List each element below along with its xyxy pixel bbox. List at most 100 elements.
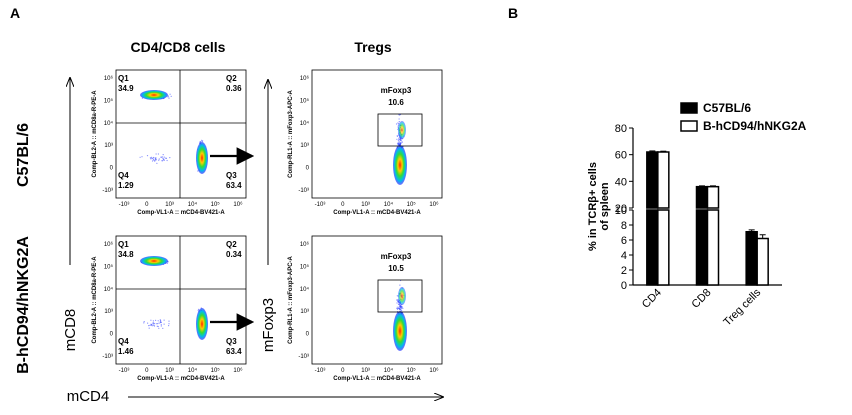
treg-dot	[398, 144, 400, 146]
outer-label-mfoxp3: mFoxp3	[260, 298, 277, 352]
cd4cd8-dot	[150, 158, 152, 160]
treg-xtick: -10³	[315, 202, 326, 208]
cd4cd8-xtick: 10³	[165, 202, 174, 208]
treg-xtick: 10⁴	[384, 367, 394, 374]
cd4cd8-dot	[151, 325, 153, 327]
cd4cd8-dot	[161, 156, 164, 158]
treg-xtick: -10³	[315, 368, 326, 374]
cd4cd8-dot	[168, 323, 170, 325]
treg-frame	[311, 235, 443, 365]
cd4cd8-dot	[170, 95, 172, 97]
y-tick-label: 20	[615, 203, 627, 215]
cd4cd8-dot	[162, 327, 164, 329]
cd4cd8-dot	[158, 327, 160, 329]
treg-dot	[399, 143, 401, 146]
cd4cd8-dot	[160, 324, 162, 326]
cd4cd8-xtick: -10³	[119, 368, 130, 374]
cd4-population	[196, 142, 208, 174]
y-tick-label: 10	[615, 205, 627, 217]
cd4cd8-dot	[162, 158, 164, 160]
category-label: CD8	[690, 287, 714, 311]
cd4cd8-xtick: -10³	[119, 202, 130, 208]
y-tick-label: 4	[621, 250, 627, 262]
cd4cd8-dot	[149, 157, 151, 159]
cd4cd8-dot	[158, 158, 160, 160]
treg-ytick: 10⁵	[300, 263, 310, 270]
treg-ytick: 10³	[300, 309, 309, 315]
quadrant-value-Q4: 1.46	[118, 347, 134, 356]
cd4cd8-dot	[163, 323, 165, 325]
treg-dot	[398, 142, 400, 144]
treg-dot	[402, 307, 404, 309]
treg-xtick: 10⁶	[429, 367, 439, 374]
cd4cd8-dot	[156, 162, 158, 164]
treg-dot	[399, 143, 401, 145]
quadrant-name-Q4: Q4	[118, 171, 129, 180]
treg-ylabel: Comp-RL1-A :: mFoxp3-APC-A	[288, 89, 294, 177]
cd4cd8-xlabel: Comp-VL1-A :: mCD4-BV421-A	[137, 210, 225, 216]
treg-gate	[377, 113, 423, 147]
cd4cd8-dot	[163, 319, 165, 321]
treg-xtick: 10³	[361, 202, 370, 208]
cd4cd8-dot	[167, 96, 169, 98]
cd4cd8-dot	[157, 153, 159, 155]
cd4cd8-ytick: 10³	[104, 309, 113, 315]
treg-gate	[377, 279, 423, 313]
treg-ytick: 0	[306, 332, 310, 338]
quadrant-name-Q1: Q1	[118, 240, 129, 249]
quadrant-name-Q2: Q2	[226, 74, 237, 83]
cd4cd8-dot	[154, 157, 156, 159]
outer-label-mcd8: mCD8	[62, 309, 79, 352]
y-tick-label: 0	[621, 280, 627, 292]
cd8-population	[140, 256, 168, 266]
treg-xtick: 10⁴	[384, 201, 394, 208]
cd4cd8-ytick: 0	[110, 166, 114, 172]
panel-letter-a: A	[10, 5, 20, 21]
cd4cd8-ytick: -10³	[102, 188, 113, 194]
cd4cd8-dot	[161, 160, 163, 162]
cd4cd8-dot	[160, 325, 162, 327]
cd4cd8-ytick: 10⁴	[104, 120, 114, 127]
cd4cd8-xtick: 10⁶	[233, 367, 243, 374]
cd4-foxp3-population	[393, 311, 407, 351]
treg-dot	[398, 123, 400, 125]
quadrant-value-Q4: 1.29	[118, 181, 134, 190]
cd4cd8-dot	[149, 324, 151, 326]
bar-bhcd94hnkg2a-0	[657, 151, 670, 209]
category-label: CD4	[640, 287, 664, 311]
treg-dot	[396, 299, 398, 301]
cd4cd8-xtick: 10⁴	[188, 201, 198, 208]
treg-ytick: 10⁶	[300, 75, 310, 82]
cd4cd8-dot	[152, 321, 154, 323]
treg-population	[398, 121, 406, 139]
treg-dot	[398, 143, 400, 145]
treg-ytick: 0	[306, 166, 310, 172]
bar-lower-segment	[646, 209, 659, 286]
cd4cd8-dot	[143, 322, 145, 324]
bar-lower-segment	[706, 209, 720, 286]
treg-gate-name: mFoxp3	[381, 86, 412, 95]
row-label-c57: C57BL/6	[15, 123, 32, 187]
quadrant-name-Q3: Q3	[226, 337, 237, 346]
cd4cd8-dot	[155, 153, 157, 155]
cd4cd8-xtick: 0	[145, 202, 149, 208]
cd4cd8-dot	[168, 97, 170, 99]
cd4cd8-dot	[153, 323, 155, 325]
cd4cd8-dot	[158, 322, 160, 324]
cd4cd8-dot	[168, 320, 170, 322]
quadrant-name-Q2: Q2	[226, 240, 237, 249]
cd4cd8-ytick: -10³	[102, 354, 113, 360]
treg-dot	[397, 122, 399, 124]
cd4cd8-dot	[148, 325, 150, 327]
quadrant-name-Q4: Q4	[118, 337, 129, 346]
quadrant-value-Q2: 0.34	[226, 250, 242, 259]
treg-xtick: 10⁵	[407, 367, 417, 374]
cd4cd8-dot	[152, 159, 154, 161]
treg-xlabel: Comp-VL1-A :: mCD4-BV421-A	[333, 376, 421, 382]
cd8-population	[140, 90, 168, 100]
treg-xtick: 0	[341, 202, 345, 208]
treg-ylabel: Comp-RL1-A :: mFoxp3-APC-A	[288, 255, 294, 343]
cd4cd8-xtick: 10³	[165, 368, 174, 374]
cd4cd8-dot	[165, 157, 167, 159]
treg-dot	[400, 143, 402, 145]
